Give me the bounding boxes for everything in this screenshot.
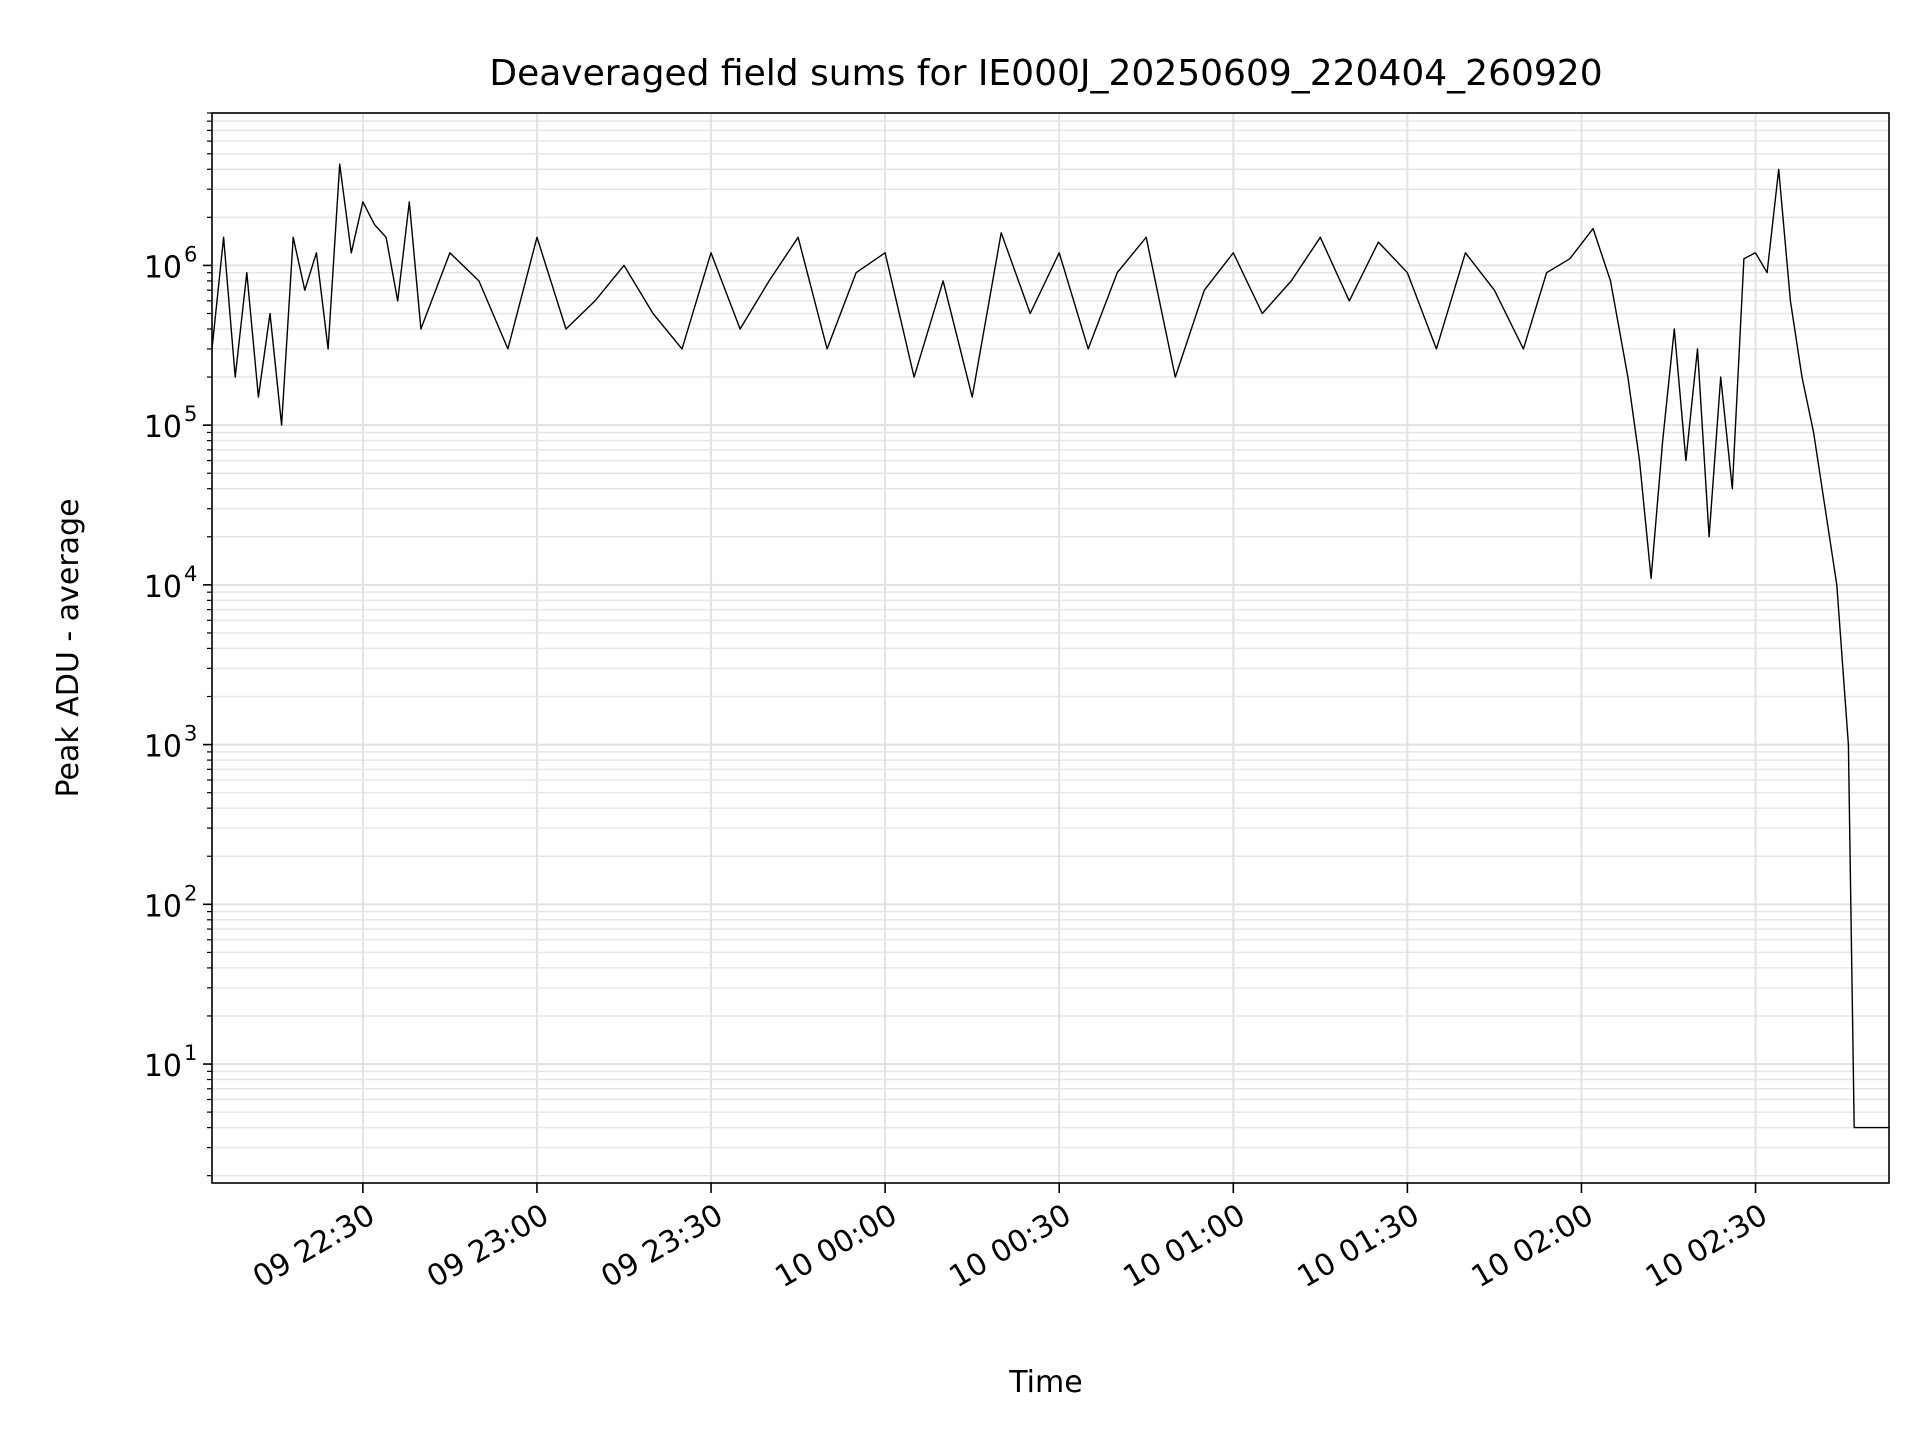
y-tick-exponent: 1 [184,1041,197,1065]
y-tick-exponent: 4 [184,562,197,586]
y-tick-label: 10 [144,570,182,605]
chart-title: Deaveraged field sums for IE000J_2025060… [489,53,1602,94]
series-line-0 [211,163,1889,1129]
y-tick-label: 10 [144,730,182,765]
x-axis-label: Time [1008,1365,1082,1400]
grid [212,112,1889,1183]
y-tick-exponent: 3 [184,722,197,746]
y-tick-label: 10 [144,410,182,445]
y-tick-label: 10 [144,889,182,924]
y-tick-exponent: 2 [184,881,197,905]
y-tick-exponent: 5 [184,402,197,426]
y-tick-label: 10 [144,250,182,285]
y-tick-exponent: 6 [184,242,197,266]
y-tick-label: 10 [144,1049,182,1084]
series-layer [211,163,1889,1129]
y-axis-label: Peak ADU - average [51,498,86,797]
